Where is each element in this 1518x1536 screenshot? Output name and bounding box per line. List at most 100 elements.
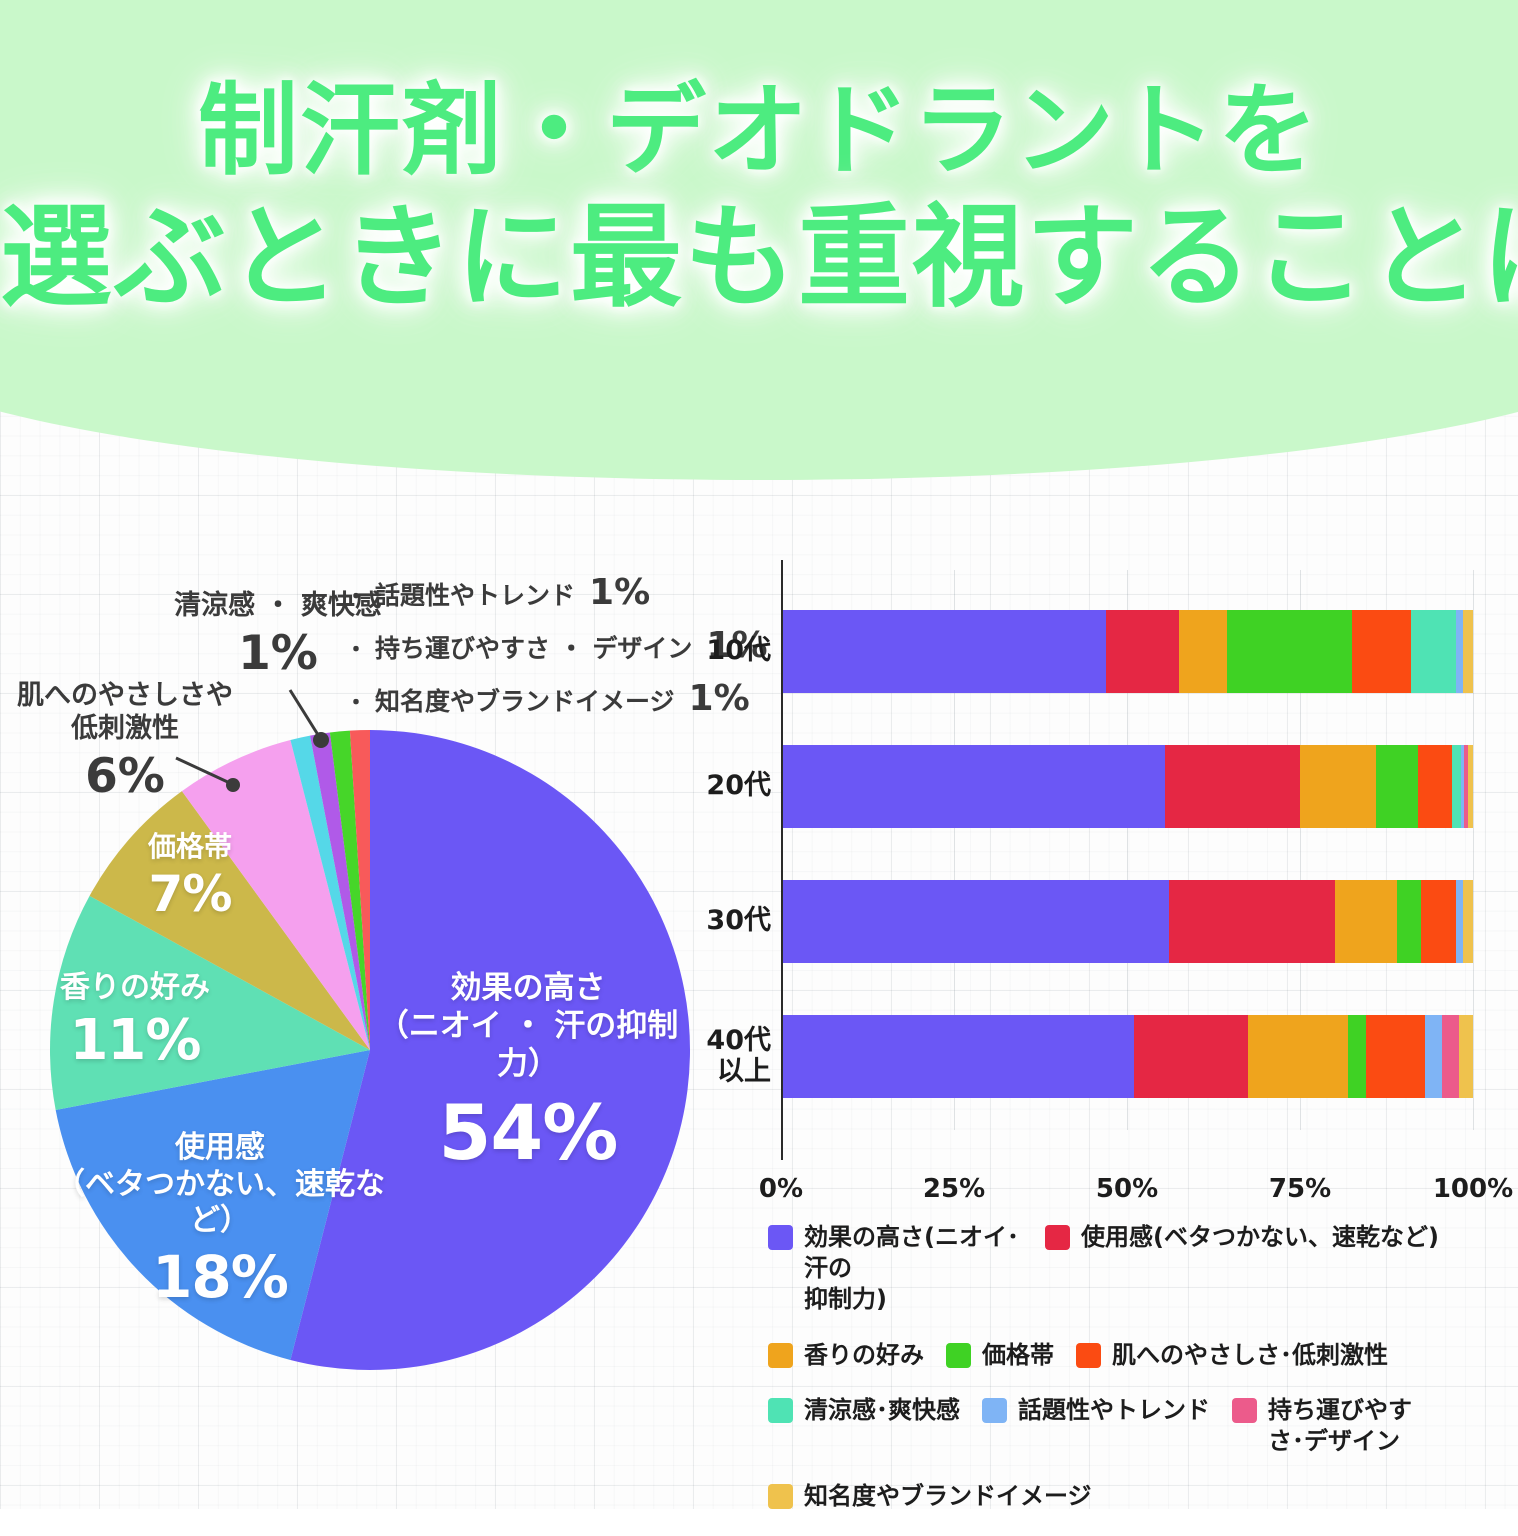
legend-label: 価格帯 <box>982 1340 1054 1369</box>
y-axis-line <box>781 560 783 1160</box>
pie-outer-label-gentle: 肌へのやさしさや 低刺激性 6% <box>17 680 233 804</box>
pie-slice <box>55 1050 370 1360</box>
legend-label: 話題性やトレンド <box>1018 1395 1210 1424</box>
bar-segment <box>1227 610 1352 693</box>
legend-item[interactable]: 使用感(ベタつかない、速乾など) <box>1045 1222 1439 1253</box>
bullet-icon: ・ <box>345 585 368 610</box>
legend-label: 効果の高さ(ニオイ･汗の 抑制力) <box>804 1223 1019 1314</box>
bar-segment <box>1462 610 1473 693</box>
legend-row: 効果の高さ(ニオイ･汗の 抑制力) 使用感(ベタつかない、速乾など) <box>768 1222 1498 1316</box>
pie-chart: 肌へのやさしさや 低刺激性 6% 清涼感 ・ 爽快感 1% ・ 話題性やトレンド… <box>0 540 768 1420</box>
bar-segment <box>781 880 1169 963</box>
bar-segment <box>1165 745 1300 828</box>
title-line-1: 制汗剤・デオドラントを <box>198 72 1320 189</box>
legend-label: 使用感(ベタつかない、速乾など) <box>1081 1223 1439 1251</box>
pie-svg <box>50 730 691 1370</box>
pie-slice <box>181 740 370 1050</box>
bar-category-label-line: 以上 <box>717 1056 771 1088</box>
bar-segment <box>1351 610 1411 693</box>
bullet-icon: ・ <box>345 691 368 716</box>
pie-slice <box>290 735 370 1050</box>
legend-item[interactable]: 価格帯 <box>946 1340 1054 1371</box>
legend-item[interactable]: 肌へのやさしさ･低刺激性 <box>1076 1340 1388 1371</box>
legend-label: 肌へのやさしさ･低刺激性 <box>1112 1340 1388 1369</box>
bar-segment <box>1459 1015 1473 1098</box>
bar-category-label: 10代 <box>641 635 771 666</box>
legend-item[interactable]: 清涼感･爽快感 <box>768 1395 960 1426</box>
legend-swatch-icon <box>768 1225 793 1250</box>
bar-segment <box>1455 880 1463 963</box>
legend-row: 香りの好み 価格帯 肌へのやさしさ･低刺激性 <box>768 1340 1498 1371</box>
x-gridline <box>1473 570 1474 1130</box>
bar-segment <box>1463 745 1469 828</box>
legend-row: 知名度やブランドイメージ <box>768 1481 1498 1512</box>
bar-chart: 10代 20代 30代 40代 以上 0% 25% 50% 75% 100% <box>690 560 1513 1204</box>
bar-segment <box>1410 610 1456 693</box>
bar-segment <box>1376 745 1418 828</box>
bar-segment <box>781 610 1107 693</box>
bar-stack-row <box>781 610 1473 693</box>
x-axis-tick-label: 75% <box>1268 1174 1332 1204</box>
legend-swatch-icon <box>1232 1397 1257 1423</box>
legend-item[interactable]: 香りの好み <box>768 1340 924 1371</box>
header-band <box>0 0 1518 480</box>
bar-category-label-line: 10代 <box>706 635 771 666</box>
bar-segment <box>1178 610 1228 693</box>
legend-item[interactable]: 知名度やブランドイメージ <box>768 1481 1092 1512</box>
list-item: ・ 持ち運びやすさ ・ デザイン 1% <box>345 625 768 666</box>
bar-segment <box>781 1015 1134 1098</box>
bar-segment <box>1417 745 1453 828</box>
legend-swatch-icon <box>1045 1225 1070 1250</box>
bar-segment <box>1299 745 1377 828</box>
x-axis-tick-label: 0% <box>758 1174 804 1204</box>
pie-slice <box>310 732 370 1050</box>
pie-slice <box>50 895 371 1110</box>
legend-label: 香りの好み <box>804 1340 924 1369</box>
legend-item[interactable]: 持ち運びやすさ･デザイン <box>1232 1395 1447 1457</box>
bar-segment <box>1421 880 1456 963</box>
bar-category-label-line: 40代 <box>706 1025 771 1056</box>
legend-swatch-icon <box>982 1397 1007 1423</box>
pie-slice <box>329 730 370 1050</box>
bar-segment <box>1396 880 1422 963</box>
x-axis-tick-label: 50% <box>1095 1174 1159 1204</box>
bar-segment <box>1106 610 1179 693</box>
bar-segment <box>1468 745 1473 828</box>
bar-category-label: 20代 <box>641 770 771 801</box>
legend-swatch-icon <box>946 1342 971 1368</box>
legend-swatch-icon <box>768 1397 793 1423</box>
pie-outer-label-cool: 清涼感 ・ 爽快感 1% <box>174 590 382 681</box>
bar-segment <box>1441 1015 1460 1098</box>
bar-category-label-line: 20代 <box>706 770 771 801</box>
x-gridline <box>1127 570 1128 1130</box>
bar-segment <box>781 745 1166 828</box>
bar-segment <box>1334 880 1397 963</box>
legend-swatch-icon <box>768 1342 793 1368</box>
legend-item[interactable]: 効果の高さ(ニオイ･汗の 抑制力) <box>768 1222 1023 1316</box>
bar-stack-row <box>781 880 1473 963</box>
legend-label: 清涼感･爽快感 <box>804 1395 960 1424</box>
bar-stack-row <box>781 745 1473 828</box>
legend-label: 知名度やブランドイメージ <box>804 1482 1092 1511</box>
bar-segment <box>1452 745 1462 828</box>
bar-segment <box>1348 1015 1366 1098</box>
bar-stack-row <box>781 1015 1473 1098</box>
title-line-2: 選ぶときに最も重視することは？ <box>0 193 1518 323</box>
bar-category-label: 30代 <box>641 905 771 936</box>
bar-segment <box>1133 1015 1249 1098</box>
legend-swatch-icon <box>1076 1342 1101 1368</box>
pie-small-values-list: ・ 話題性やトレンド 1% ・ 持ち運びやすさ ・ デザイン 1% ・ 知名度や… <box>345 572 768 731</box>
x-gridline <box>1300 570 1301 1130</box>
bar-plot-region: 10代 20代 30代 40代 以上 0% 25% 50% 75% 100% <box>706 570 1513 1204</box>
x-axis-tick-label: 25% <box>922 1174 986 1204</box>
pie-slice <box>349 730 370 1050</box>
x-gridline <box>954 570 955 1130</box>
chart-legend: 効果の高さ(ニオイ･汗の 抑制力) 使用感(ベタつかない、速乾など) 香りの好み 価格帯… <box>768 1222 1498 1536</box>
bar-segment <box>1455 610 1463 693</box>
bar-segment <box>1248 1015 1349 1098</box>
bar-category-label: 40代 以上 <box>641 1025 771 1088</box>
bullet-icon: ・ <box>345 638 368 663</box>
legend-item[interactable]: 話題性やトレンド <box>982 1395 1210 1426</box>
legend-swatch-icon <box>768 1484 793 1510</box>
bar-segment <box>1462 880 1473 963</box>
